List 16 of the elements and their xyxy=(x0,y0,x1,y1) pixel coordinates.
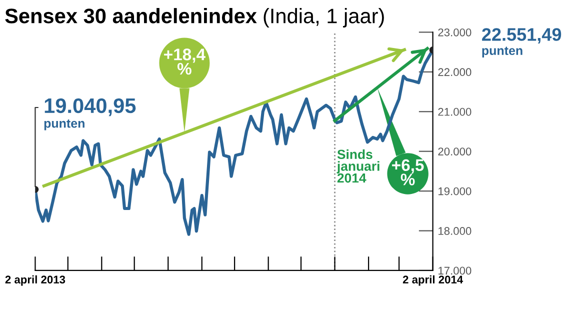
annotation: +6,5 % xyxy=(392,159,424,186)
annotation: 19.040,95 punten xyxy=(44,98,136,130)
y-tick-label: 22.000 xyxy=(438,68,472,76)
y-tick-label: 20.000 xyxy=(438,148,472,156)
annotation: +18,4 % xyxy=(164,48,206,75)
y-tick-label: 19.000 xyxy=(438,187,472,196)
x-tick-label: 2 april 2014 xyxy=(402,275,464,286)
y-tick-label: 17.000 xyxy=(438,266,472,275)
chart-subtitle: (India, 1 jaar) xyxy=(264,8,384,28)
annotation: 22.551,49 punten xyxy=(482,28,562,58)
ref-line-label: Sinds januari 2014 xyxy=(336,149,380,183)
y-tick-label: 21.000 xyxy=(438,108,472,116)
y-tick-label: 18.000 xyxy=(438,227,472,235)
x-tick-label: 2 april 2013 xyxy=(5,275,66,286)
y-tick-label: 23.000 xyxy=(438,28,472,36)
chart-title: Sensex 30 aandelenindex xyxy=(5,8,257,24)
